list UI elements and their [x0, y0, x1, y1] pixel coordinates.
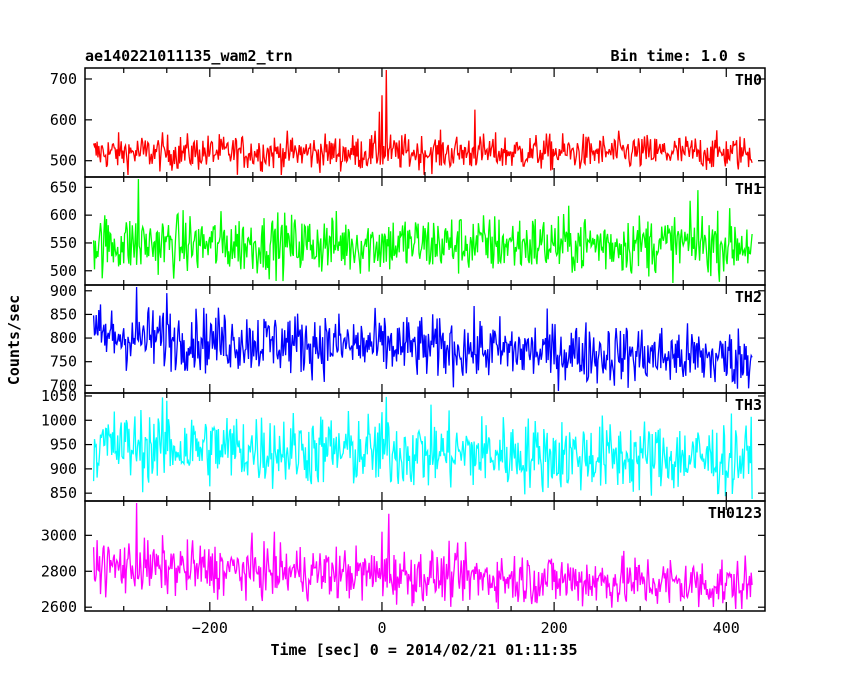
- panel-frame: [84, 284, 766, 394]
- y-tick-label: 900: [50, 282, 77, 300]
- panel-th0: 500 600 700 TH0: [50, 67, 766, 178]
- series-line-th3: [92, 396, 753, 500]
- panel-th2: 700 750 800 850 900 TH2: [50, 282, 766, 394]
- panel-stack: 500 600 700 TH0 500 550 600 650 TH1 700 750 800 850 9…: [41, 67, 766, 637]
- x-tick-label: 200: [541, 619, 568, 637]
- panel-th0123: 2600 2800 3000 TH0123: [41, 500, 766, 616]
- series-line-th0: [92, 69, 753, 176]
- series-line-th2: [92, 286, 753, 392]
- y-tick-label: 1000: [41, 411, 77, 429]
- x-tick-label: 400: [713, 619, 740, 637]
- y-tick-label: 850: [50, 484, 77, 502]
- y-tick-label: 600: [50, 206, 77, 224]
- y-tick-label: 2600: [41, 598, 77, 616]
- panel-label-th3: TH3: [735, 396, 762, 414]
- x-tick-label: −200: [192, 619, 228, 637]
- y-tick-label: 900: [50, 460, 77, 478]
- panel-label-th0: TH0: [735, 71, 762, 89]
- y-tick-label: 700: [50, 376, 77, 394]
- panel-label-th0123: TH0123: [708, 504, 762, 522]
- series-line-th1: [92, 178, 753, 284]
- panel-label-th1: TH1: [735, 180, 762, 198]
- panel-th1: 500 550 600 650 TH1: [50, 176, 766, 286]
- y-tick-label: 500: [50, 262, 77, 280]
- y-tick-label: 550: [50, 234, 77, 252]
- y-tick-label: 1050: [41, 387, 77, 405]
- panel-th3: 850 900 950 1000 1050 TH3: [41, 387, 766, 502]
- bin-time-label: Bin time: 1.0 s: [611, 47, 746, 65]
- y-tick-label: 800: [50, 329, 77, 347]
- y-tick-label: 3000: [41, 526, 77, 544]
- chart-title: ae140221011135_wam2_trn: [85, 47, 293, 65]
- y-tick-label: 950: [50, 436, 77, 454]
- y-axis-label: Counts/sec: [5, 295, 23, 385]
- panel-label-th2: TH2: [735, 288, 762, 306]
- y-tick-label: 750: [50, 353, 77, 371]
- y-tick-label: 500: [50, 152, 77, 170]
- series-line-th0123: [92, 502, 753, 610]
- x-axis-label: Time [sec] 0 = 2014/02/21 01:11:35: [270, 641, 577, 659]
- y-tick-label: 700: [50, 70, 77, 88]
- y-tick-label: 600: [50, 111, 77, 129]
- y-tick-label: 2800: [41, 562, 77, 580]
- y-tick-label: 650: [50, 178, 77, 196]
- x-tick-label: 0: [377, 619, 386, 637]
- y-tick-label: 850: [50, 305, 77, 323]
